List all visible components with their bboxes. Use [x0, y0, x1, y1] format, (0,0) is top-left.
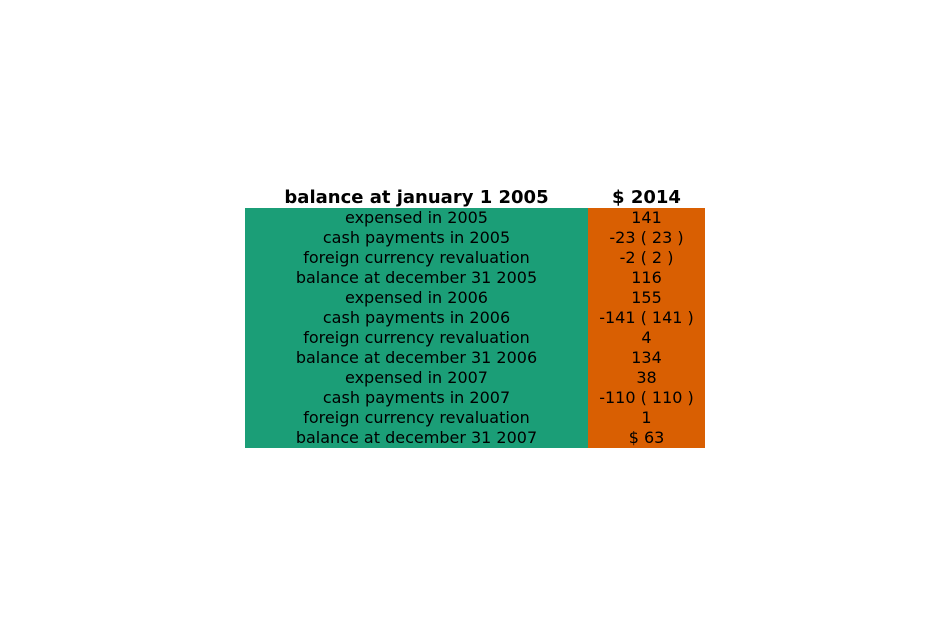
table-cell-label: balance at december 31 2007 — [295, 428, 538, 447]
table-cell-value: -2 ( 2 ) — [619, 248, 674, 267]
table-cell-value: 155 — [631, 288, 662, 307]
column-header-label: balance at january 1 2005 — [284, 187, 549, 208]
table-cell-value: 1 — [641, 408, 652, 427]
table-cell-label: foreign currency revaluation — [303, 248, 530, 267]
table-cell-label: cash payments in 2005 — [322, 228, 511, 247]
table-cell-label: balance at december 31 2005 — [295, 268, 538, 287]
table-cell-value: 116 — [631, 268, 662, 287]
table-cell-label: balance at december 31 2006 — [295, 348, 538, 367]
label-column: expensed in 2005 cash payments in 2005 for… — [245, 208, 588, 448]
table-cell-label: expensed in 2006 — [345, 288, 488, 307]
table-cell-value: -110 ( 110 ) — [599, 388, 694, 407]
table-cell-value: -141 ( 141 ) — [599, 308, 694, 327]
table-body: expensed in 2005 cash payments in 2005 for… — [245, 208, 705, 448]
data-table: balance at january 1 2005 $ 2014 expense… — [245, 188, 705, 448]
table-cell-label: foreign currency revaluation — [303, 328, 530, 347]
value-column: 141 -23 ( 23 ) -2 ( 2 ) 116 155 -141 ( 141 ) 4… — [588, 208, 705, 448]
table-cell-label: foreign currency revaluation — [303, 408, 530, 427]
table-cell-value: $ 63 — [628, 428, 665, 447]
table-cell-label: cash payments in 2006 — [322, 308, 511, 327]
table-cell-label: cash payments in 2007 — [322, 388, 511, 407]
table-cell-value: 4 — [641, 328, 652, 347]
table-header-row: balance at january 1 2005 $ 2014 — [245, 188, 705, 208]
column-header-value: $ 2014 — [612, 187, 681, 208]
table-cell-value: -23 ( 23 ) — [609, 228, 684, 247]
table-cell-label: expensed in 2005 — [345, 208, 488, 227]
table-cell-value: 134 — [631, 348, 662, 367]
table-cell-value: 141 — [631, 208, 662, 227]
table-cell-value: 38 — [636, 368, 657, 387]
table-cell-label: expensed in 2007 — [345, 368, 488, 387]
